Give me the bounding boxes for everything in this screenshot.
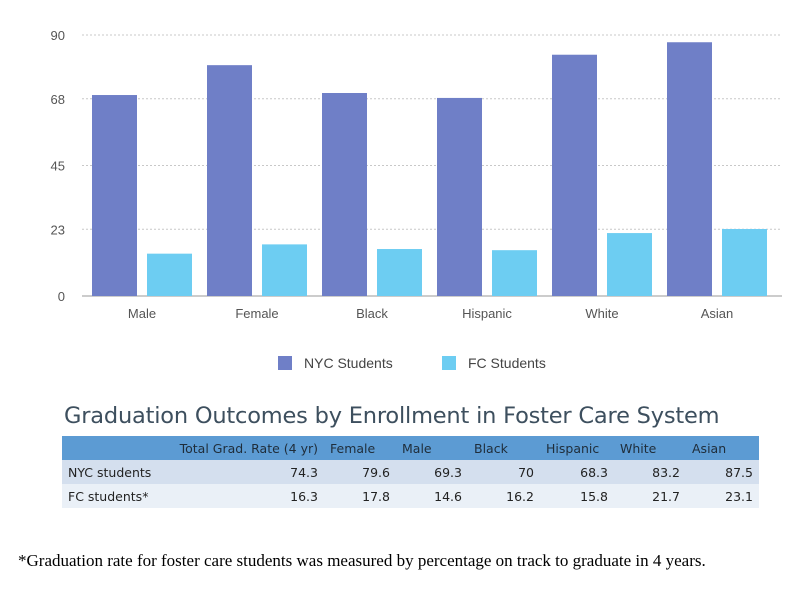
table-header-cell: Male <box>402 440 432 456</box>
table-cell: 87.5 <box>725 464 753 480</box>
bar-nyc-students-female <box>207 65 252 296</box>
x-tick-labels: Male Female Black Hispanic White Asian <box>128 306 733 321</box>
bar-nyc-students-black <box>322 93 367 296</box>
table-header-cell <box>62 436 158 460</box>
table-cell: 69.3 <box>434 464 462 480</box>
bar-fc-students-male <box>147 253 192 296</box>
x-tick-label: Asian <box>701 306 734 321</box>
legend-item-nyc: NYC Students <box>278 355 393 371</box>
table-cell: 74.3 <box>290 464 318 480</box>
graduation-table: Total Grad. Rate (4 yr) Female Male Blac… <box>62 436 759 508</box>
table-header-row: Total Grad. Rate (4 yr) Female Male Blac… <box>62 436 759 460</box>
bar-fc-students-female <box>262 244 307 296</box>
bar-fc-students-black <box>377 249 422 296</box>
table-cell: 21.7 <box>652 488 680 504</box>
bars <box>92 42 767 297</box>
table-cell: 83.2 <box>652 464 680 480</box>
chart-legend: NYC Students FC Students <box>0 355 812 381</box>
table-cell: 17.8 <box>362 488 390 504</box>
table-cell: 14.6 <box>434 488 462 504</box>
y-tick-label: 0 <box>58 289 65 304</box>
table-cell: 15.8 <box>580 488 608 504</box>
y-tick-label: 45 <box>51 159 65 174</box>
bar-nyc-students-male <box>92 95 137 296</box>
table-row: NYC students 74.3 79.6 69.3 70 68.3 83.2… <box>62 460 759 484</box>
table-cell: FC students* <box>68 488 149 504</box>
footnote: *Graduation rate for foster care student… <box>18 551 706 570</box>
table-header-cell: Hispanic <box>546 440 600 456</box>
x-tick-label: Male <box>128 306 156 321</box>
x-tick-label: Hispanic <box>462 306 512 321</box>
legend-swatch-nyc <box>278 356 292 370</box>
table-cell: 16.3 <box>290 488 318 504</box>
x-tick-label: Black <box>356 306 388 321</box>
legend-item-fc: FC Students <box>442 355 546 371</box>
x-tick-label: Female <box>235 306 278 321</box>
table-title: Graduation Outcomes by Enrollment in Fos… <box>64 403 720 429</box>
legend-label-fc: FC Students <box>468 355 546 371</box>
y-tick-label: 68 <box>51 92 65 107</box>
table-row: FC students* 16.3 17.8 14.6 16.2 15.8 21… <box>62 484 759 508</box>
legend-label-nyc: NYC Students <box>304 355 393 371</box>
bar-fc-students-asian <box>722 229 767 296</box>
table-header-cell: Asian <box>692 440 727 456</box>
table-cell: 79.6 <box>362 464 390 480</box>
table-cell: 23.1 <box>725 488 753 504</box>
table-header-cell: White <box>620 440 657 456</box>
gridlines <box>82 34 782 297</box>
table-cell: 68.3 <box>580 464 608 480</box>
table-cell: 70 <box>518 464 534 480</box>
table-cell: NYC students <box>68 464 152 480</box>
bar-nyc-students-asian <box>667 42 712 296</box>
x-tick-label: White <box>585 306 618 321</box>
bar-nyc-students-hispanic <box>437 97 482 297</box>
legend-swatch-fc <box>442 356 456 370</box>
y-tick-labels: 0 23 45 68 90 <box>51 28 65 304</box>
table-header-cell: Black <box>474 440 508 456</box>
bar-chart: 0 23 45 68 90 Male Female Black Hispanic White As… <box>51 28 782 321</box>
table-header-cell: Female <box>330 440 376 456</box>
table-header-cell: Total Grad. Rate (4 yr) <box>179 440 318 456</box>
y-tick-label: 90 <box>51 28 65 43</box>
table-cell: 16.2 <box>506 488 534 504</box>
bar-fc-students-white <box>607 233 652 296</box>
bar-nyc-students-white <box>552 54 597 296</box>
y-tick-label: 23 <box>51 222 65 237</box>
bar-fc-students-hispanic <box>492 250 537 296</box>
